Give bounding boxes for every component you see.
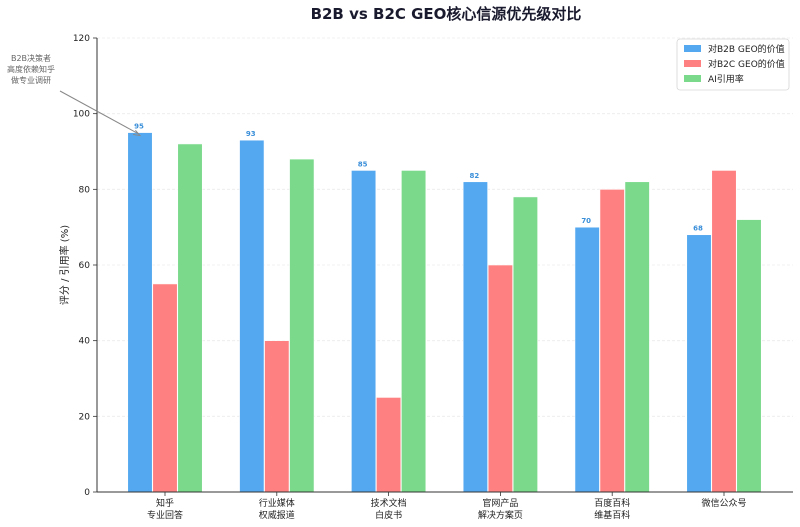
x-tick-label: 维基百科	[594, 509, 630, 521]
x-tick-label: 解决方案页	[478, 509, 523, 521]
bar	[177, 143, 203, 493]
x-tick-label: 微信公众号	[701, 497, 746, 509]
annotation-text: 做专业调研	[11, 75, 51, 85]
bar	[264, 340, 290, 493]
bar	[401, 170, 427, 493]
legend-entry: 对B2B GEO的价值	[708, 43, 785, 55]
data-label: 93	[246, 130, 256, 138]
bar	[152, 283, 178, 493]
bar	[462, 181, 488, 493]
y-tick-label: 100	[73, 110, 90, 120]
x-tick-label: 官网产品	[482, 497, 518, 509]
legend-swatch	[684, 75, 701, 82]
chart-title: B2B vs B2C GEO核心信源优先级对比	[311, 5, 582, 23]
y-tick-label: 120	[73, 34, 90, 44]
legend-entry: AI引用率	[708, 73, 744, 85]
bar	[624, 181, 650, 493]
legend-swatch	[684, 60, 701, 67]
legend-entry: 对B2C GEO的价值	[708, 58, 785, 70]
annotation-arrow	[59, 90, 139, 135]
bar	[127, 132, 153, 493]
annotation-text: B2B决策者	[11, 53, 51, 63]
data-labels: 95 93 85 82 70 68	[134, 123, 703, 233]
bar	[711, 170, 737, 493]
y-ticks: 0 20 40 60 80 100 120	[73, 34, 97, 498]
y-tick-label: 40	[79, 337, 91, 347]
x-tick-label: 权威报道	[259, 509, 295, 521]
bar	[289, 158, 315, 493]
bar	[686, 234, 712, 493]
bar	[376, 397, 402, 493]
data-label: 70	[581, 217, 591, 225]
x-tick-label: 百度百科	[594, 497, 630, 509]
data-label: 82	[470, 172, 480, 180]
x-tick-label: 知乎	[156, 497, 174, 509]
x-tick-label: 专业回答	[147, 509, 183, 521]
bar	[487, 264, 513, 493]
bar	[574, 226, 600, 493]
annotation-text: 高度依赖知乎	[7, 64, 55, 74]
bars	[127, 132, 762, 493]
data-label: 68	[693, 225, 703, 233]
bar	[512, 196, 538, 493]
grid-lines	[97, 37, 793, 417]
bar	[239, 139, 265, 493]
data-label: 85	[358, 160, 368, 168]
y-tick-label: 20	[79, 412, 91, 422]
x-tick-label: 技术文档	[371, 497, 407, 509]
annotation-arrowhead	[133, 129, 142, 137]
x-tick-label: 行业媒体	[259, 497, 295, 509]
legend-swatch	[684, 45, 701, 52]
y-tick-label: 60	[79, 261, 91, 271]
data-label: 95	[134, 123, 144, 131]
bar	[736, 219, 762, 493]
y-axis-label: 评分 / 引用率 (%)	[58, 225, 71, 305]
legend-box	[676, 38, 790, 91]
x-tick-label: 白皮书	[375, 509, 402, 521]
y-tick-label: 80	[79, 185, 91, 195]
bar	[351, 170, 377, 493]
bar	[599, 189, 625, 493]
y-tick-label: 0	[84, 488, 90, 498]
